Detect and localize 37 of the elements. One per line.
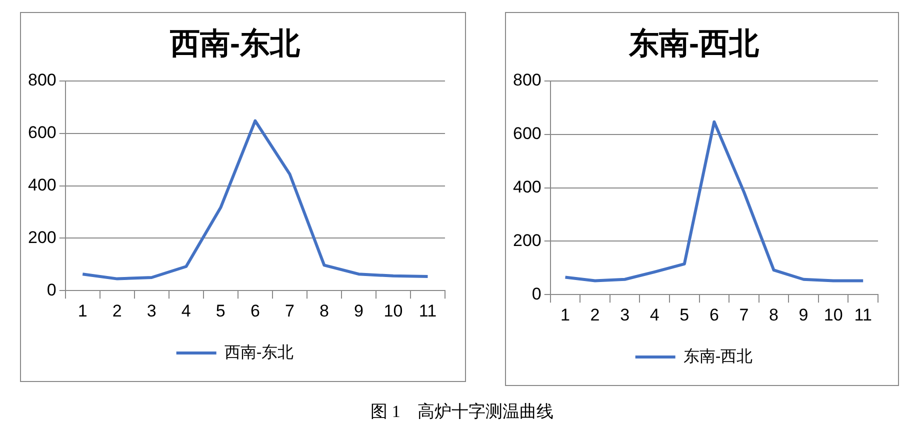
y-tick-label: 200 (28, 228, 56, 247)
y-tick-label: 400 (28, 175, 56, 194)
x-tick-label: 6 (709, 305, 719, 324)
x-tick-label: 4 (181, 301, 191, 320)
y-tick-label: 800 (28, 70, 56, 90)
x-tick-label: 10 (824, 305, 843, 324)
x-tick-label: 9 (798, 305, 808, 324)
chart-title: 东南-西北 (628, 27, 760, 60)
x-tick-label: 10 (384, 301, 403, 320)
chart-title: 西南-东北 (169, 27, 301, 60)
x-tick-label: 2 (112, 301, 122, 320)
x-tick-label: 11 (418, 301, 437, 320)
x-tick-label: 1 (78, 301, 88, 320)
legend-label: 东南-西北 (683, 347, 753, 366)
y-tick-label: 600 (512, 124, 542, 144)
x-tick-label: 6 (250, 301, 260, 320)
x-tick-label: 7 (739, 305, 749, 324)
y-tick-label: 0 (532, 284, 542, 304)
x-tick-label: 3 (146, 301, 156, 320)
y-tick-label: 400 (512, 177, 542, 196)
y-tick-label: 800 (512, 70, 542, 90)
x-tick-label: 8 (319, 301, 329, 320)
x-tick-label: 1 (560, 305, 570, 324)
x-tick-label: 5 (680, 305, 690, 324)
x-tick-label: 9 (354, 301, 364, 320)
x-tick-label: 3 (620, 305, 630, 324)
y-tick-label: 200 (512, 230, 542, 250)
y-tick-label: 600 (28, 123, 56, 142)
y-tick-label: 0 (46, 280, 56, 300)
x-tick-label: 7 (284, 301, 294, 320)
x-tick-label: 5 (216, 301, 226, 320)
legend-label: 西南-东北 (224, 343, 294, 362)
x-tick-label: 8 (769, 305, 778, 324)
x-tick-label: 11 (854, 305, 872, 324)
caption: 图 1 高炉十字测温曲线 (370, 402, 554, 421)
x-tick-label: 2 (590, 305, 600, 324)
x-tick-label: 4 (650, 305, 660, 324)
